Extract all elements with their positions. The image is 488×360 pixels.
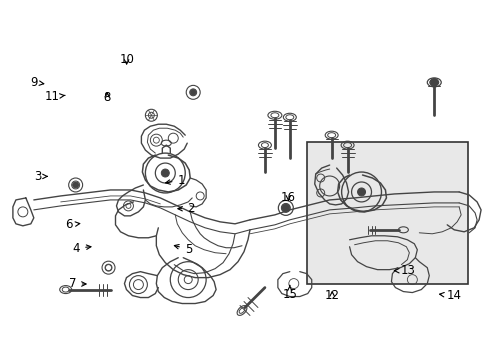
- Circle shape: [357, 188, 365, 196]
- Text: 1: 1: [165, 174, 184, 186]
- Text: 11: 11: [44, 90, 65, 103]
- Text: 12: 12: [324, 289, 339, 302]
- Text: 2: 2: [178, 202, 194, 215]
- Text: 8: 8: [103, 91, 111, 104]
- Circle shape: [429, 78, 437, 86]
- Circle shape: [73, 182, 79, 188]
- Circle shape: [281, 204, 289, 212]
- Text: 4: 4: [73, 242, 91, 255]
- Text: 5: 5: [174, 243, 192, 256]
- Text: 6: 6: [65, 218, 80, 231]
- Text: 9: 9: [30, 76, 44, 89]
- Text: 3: 3: [34, 170, 47, 183]
- Text: 16: 16: [280, 191, 295, 204]
- Bar: [306, 142, 467, 284]
- Circle shape: [161, 169, 169, 177]
- Text: 10: 10: [119, 53, 134, 66]
- Text: 14: 14: [439, 289, 461, 302]
- Text: 7: 7: [69, 278, 86, 291]
- Text: 15: 15: [282, 285, 297, 301]
- Circle shape: [190, 89, 196, 95]
- Text: 13: 13: [393, 264, 414, 277]
